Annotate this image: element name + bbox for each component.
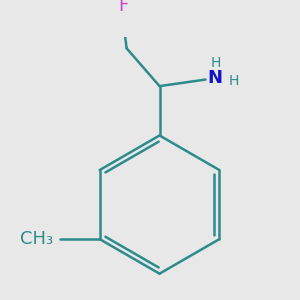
Text: CH₃: CH₃ bbox=[20, 230, 54, 248]
Text: H: H bbox=[229, 74, 239, 88]
Text: N: N bbox=[207, 69, 222, 87]
Text: F: F bbox=[118, 0, 128, 15]
Text: H: H bbox=[210, 56, 220, 70]
